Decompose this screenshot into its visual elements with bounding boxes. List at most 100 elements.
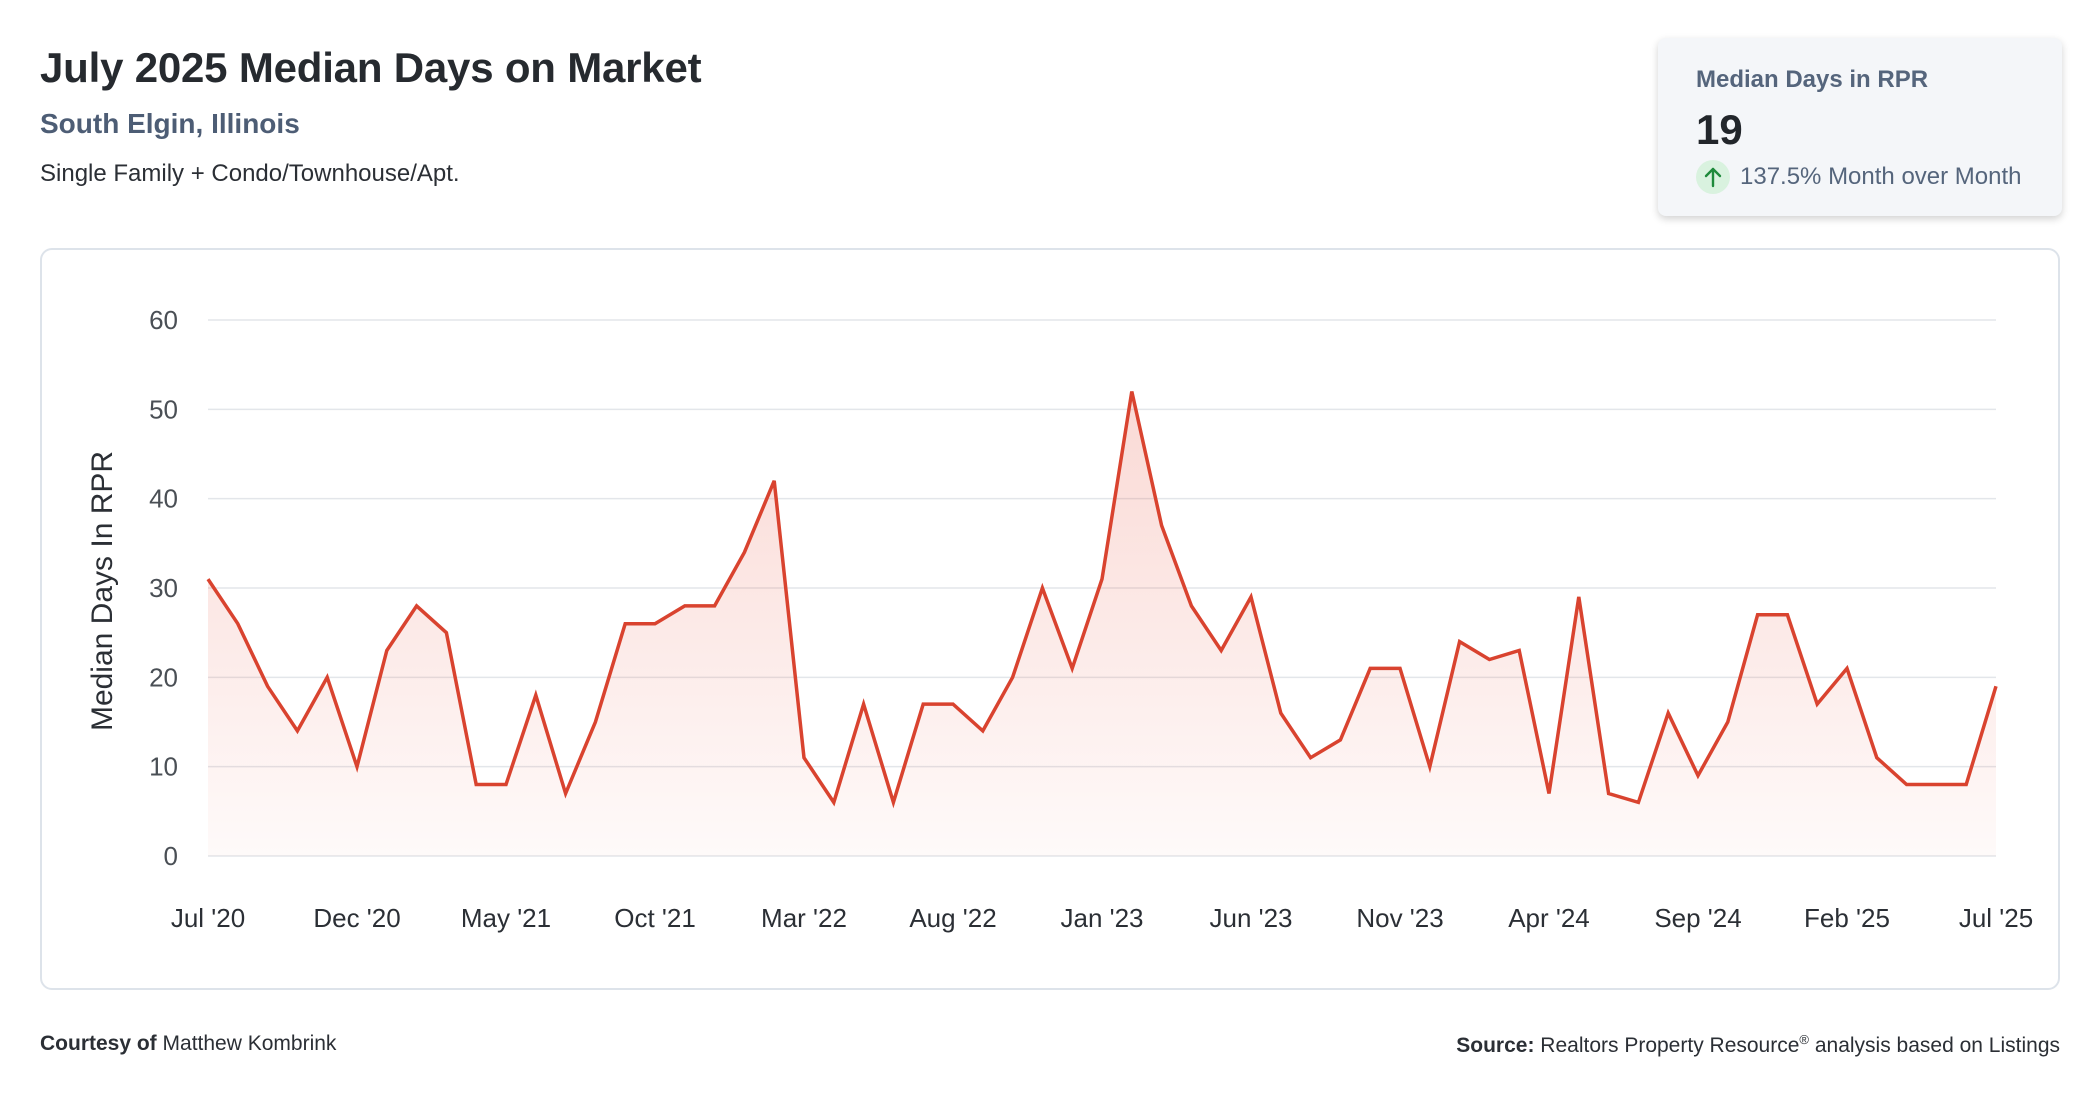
data-point[interactable]: [1305, 752, 1317, 764]
data-point[interactable]: [1215, 645, 1227, 657]
data-point[interactable]: [1632, 796, 1644, 808]
source-rest: analysis based on Listings: [1814, 1034, 2060, 1057]
x-tick-label: Sep '24: [1654, 903, 1741, 933]
days-on-market-chart: 0 10 20 30 40 50 60 Jul '20 Dec '20 May '21 Oct '…: [86, 305, 2033, 933]
data-point[interactable]: [351, 761, 363, 773]
data-point[interactable]: [738, 546, 750, 558]
data-point[interactable]: [1722, 716, 1734, 728]
x-tick-label: Jul '25: [1959, 903, 2033, 933]
stat-value: 19: [1696, 106, 1743, 153]
median-days-stat-card: Median Days in RPR 19 137.5% Month over …: [1658, 38, 2062, 216]
data-point[interactable]: [411, 600, 423, 612]
x-tick-label: Jan '23: [1060, 903, 1143, 933]
x-tick-label: May '21: [461, 903, 551, 933]
arrow-up-icon: [1696, 160, 1730, 194]
data-point[interactable]: [1454, 636, 1466, 648]
data-point[interactable]: [1990, 680, 2002, 692]
x-tick-label: Aug '22: [909, 903, 996, 933]
x-tick-label: Oct '21: [614, 903, 696, 933]
data-point[interactable]: [1007, 671, 1019, 683]
data-point[interactable]: [858, 698, 870, 710]
data-point[interactable]: [887, 796, 899, 808]
data-point[interactable]: [1662, 707, 1674, 719]
y-tick-label: 10: [149, 752, 178, 782]
x-tick-label: Feb '25: [1804, 903, 1890, 933]
data-point[interactable]: [1424, 761, 1436, 773]
data-point[interactable]: [1334, 734, 1346, 746]
chart-panel: 0 10 20 30 40 50 60 Jul '20 Dec '20 May '21 Oct '…: [40, 248, 2060, 990]
data-point[interactable]: [917, 698, 929, 710]
data-point[interactable]: [1156, 519, 1168, 531]
data-point[interactable]: [381, 645, 393, 657]
y-tick-label: 30: [149, 573, 178, 603]
data-point[interactable]: [709, 600, 721, 612]
x-tick-label: Dec '20: [313, 903, 400, 933]
x-tick-label: Apr '24: [1508, 903, 1590, 933]
series-area: [208, 391, 1996, 856]
data-point[interactable]: [560, 787, 572, 799]
data-point[interactable]: [1185, 600, 1197, 612]
courtesy-footer: Courtesy of Matthew Kombrink: [40, 1032, 336, 1056]
data-point[interactable]: [1066, 662, 1078, 674]
y-tick-label: 60: [149, 305, 178, 335]
courtesy-name: Matthew Kombrink: [162, 1032, 337, 1055]
data-point[interactable]: [1960, 779, 1972, 791]
data-point[interactable]: [798, 752, 810, 764]
data-point[interactable]: [1364, 662, 1376, 674]
data-point[interactable]: [1841, 662, 1853, 674]
source-footer: Source: Realtors Property Resource® anal…: [1456, 1032, 2060, 1058]
x-tick-label: Jun '23: [1209, 903, 1292, 933]
source-label: Source:: [1456, 1034, 1535, 1057]
data-point[interactable]: [649, 618, 661, 630]
data-point[interactable]: [1871, 752, 1883, 764]
data-point[interactable]: [1275, 707, 1287, 719]
data-point[interactable]: [1901, 779, 1913, 791]
stat-change: 137.5% Month over Month: [1696, 160, 2022, 194]
data-point[interactable]: [440, 627, 452, 639]
data-point[interactable]: [1781, 609, 1793, 621]
data-point[interactable]: [262, 680, 274, 692]
y-tick-label: 40: [149, 484, 178, 514]
location-subtitle: South Elgin, Illinois: [40, 108, 300, 139]
y-tick-label: 0: [164, 841, 178, 871]
chart-title: July 2025 Median Days on Market: [40, 44, 702, 91]
data-point[interactable]: [768, 475, 780, 487]
data-point[interactable]: [1245, 591, 1257, 603]
y-tick-label: 20: [149, 662, 178, 692]
data-point[interactable]: [470, 779, 482, 791]
data-point[interactable]: [1036, 582, 1048, 594]
data-point[interactable]: [947, 698, 959, 710]
data-point[interactable]: [1483, 653, 1495, 665]
data-point[interactable]: [1096, 573, 1108, 585]
data-point[interactable]: [1692, 770, 1704, 782]
y-axis-label: Median Days In RPR: [86, 451, 119, 731]
x-tick-label: Jul '20: [171, 903, 245, 933]
data-point[interactable]: [530, 689, 542, 701]
data-point[interactable]: [1126, 385, 1138, 397]
data-point[interactable]: [619, 618, 631, 630]
data-point[interactable]: [1603, 787, 1615, 799]
data-point[interactable]: [232, 618, 244, 630]
data-point[interactable]: [977, 725, 989, 737]
data-point[interactable]: [202, 573, 214, 585]
courtesy-label: Courtesy of: [40, 1032, 157, 1055]
data-point[interactable]: [828, 796, 840, 808]
data-point[interactable]: [679, 600, 691, 612]
data-point[interactable]: [1811, 698, 1823, 710]
data-point[interactable]: [321, 671, 333, 683]
data-point[interactable]: [500, 779, 512, 791]
data-point[interactable]: [1752, 609, 1764, 621]
data-point[interactable]: [291, 725, 303, 737]
data-point[interactable]: [1573, 591, 1585, 603]
property-type-label: Single Family + Condo/Townhouse/Apt.: [40, 160, 460, 187]
source-name: Realtors Property Resource: [1540, 1034, 1800, 1057]
data-point[interactable]: [1513, 645, 1525, 657]
registered-mark: ®: [1799, 1032, 1809, 1047]
stat-label: Median Days in RPR: [1696, 66, 1929, 93]
data-point[interactable]: [1930, 779, 1942, 791]
stat-change-text: 137.5% Month over Month: [1740, 163, 2022, 190]
data-point[interactable]: [1543, 787, 1555, 799]
data-point[interactable]: [589, 716, 601, 728]
data-point[interactable]: [1394, 662, 1406, 674]
y-tick-label: 50: [149, 394, 178, 424]
